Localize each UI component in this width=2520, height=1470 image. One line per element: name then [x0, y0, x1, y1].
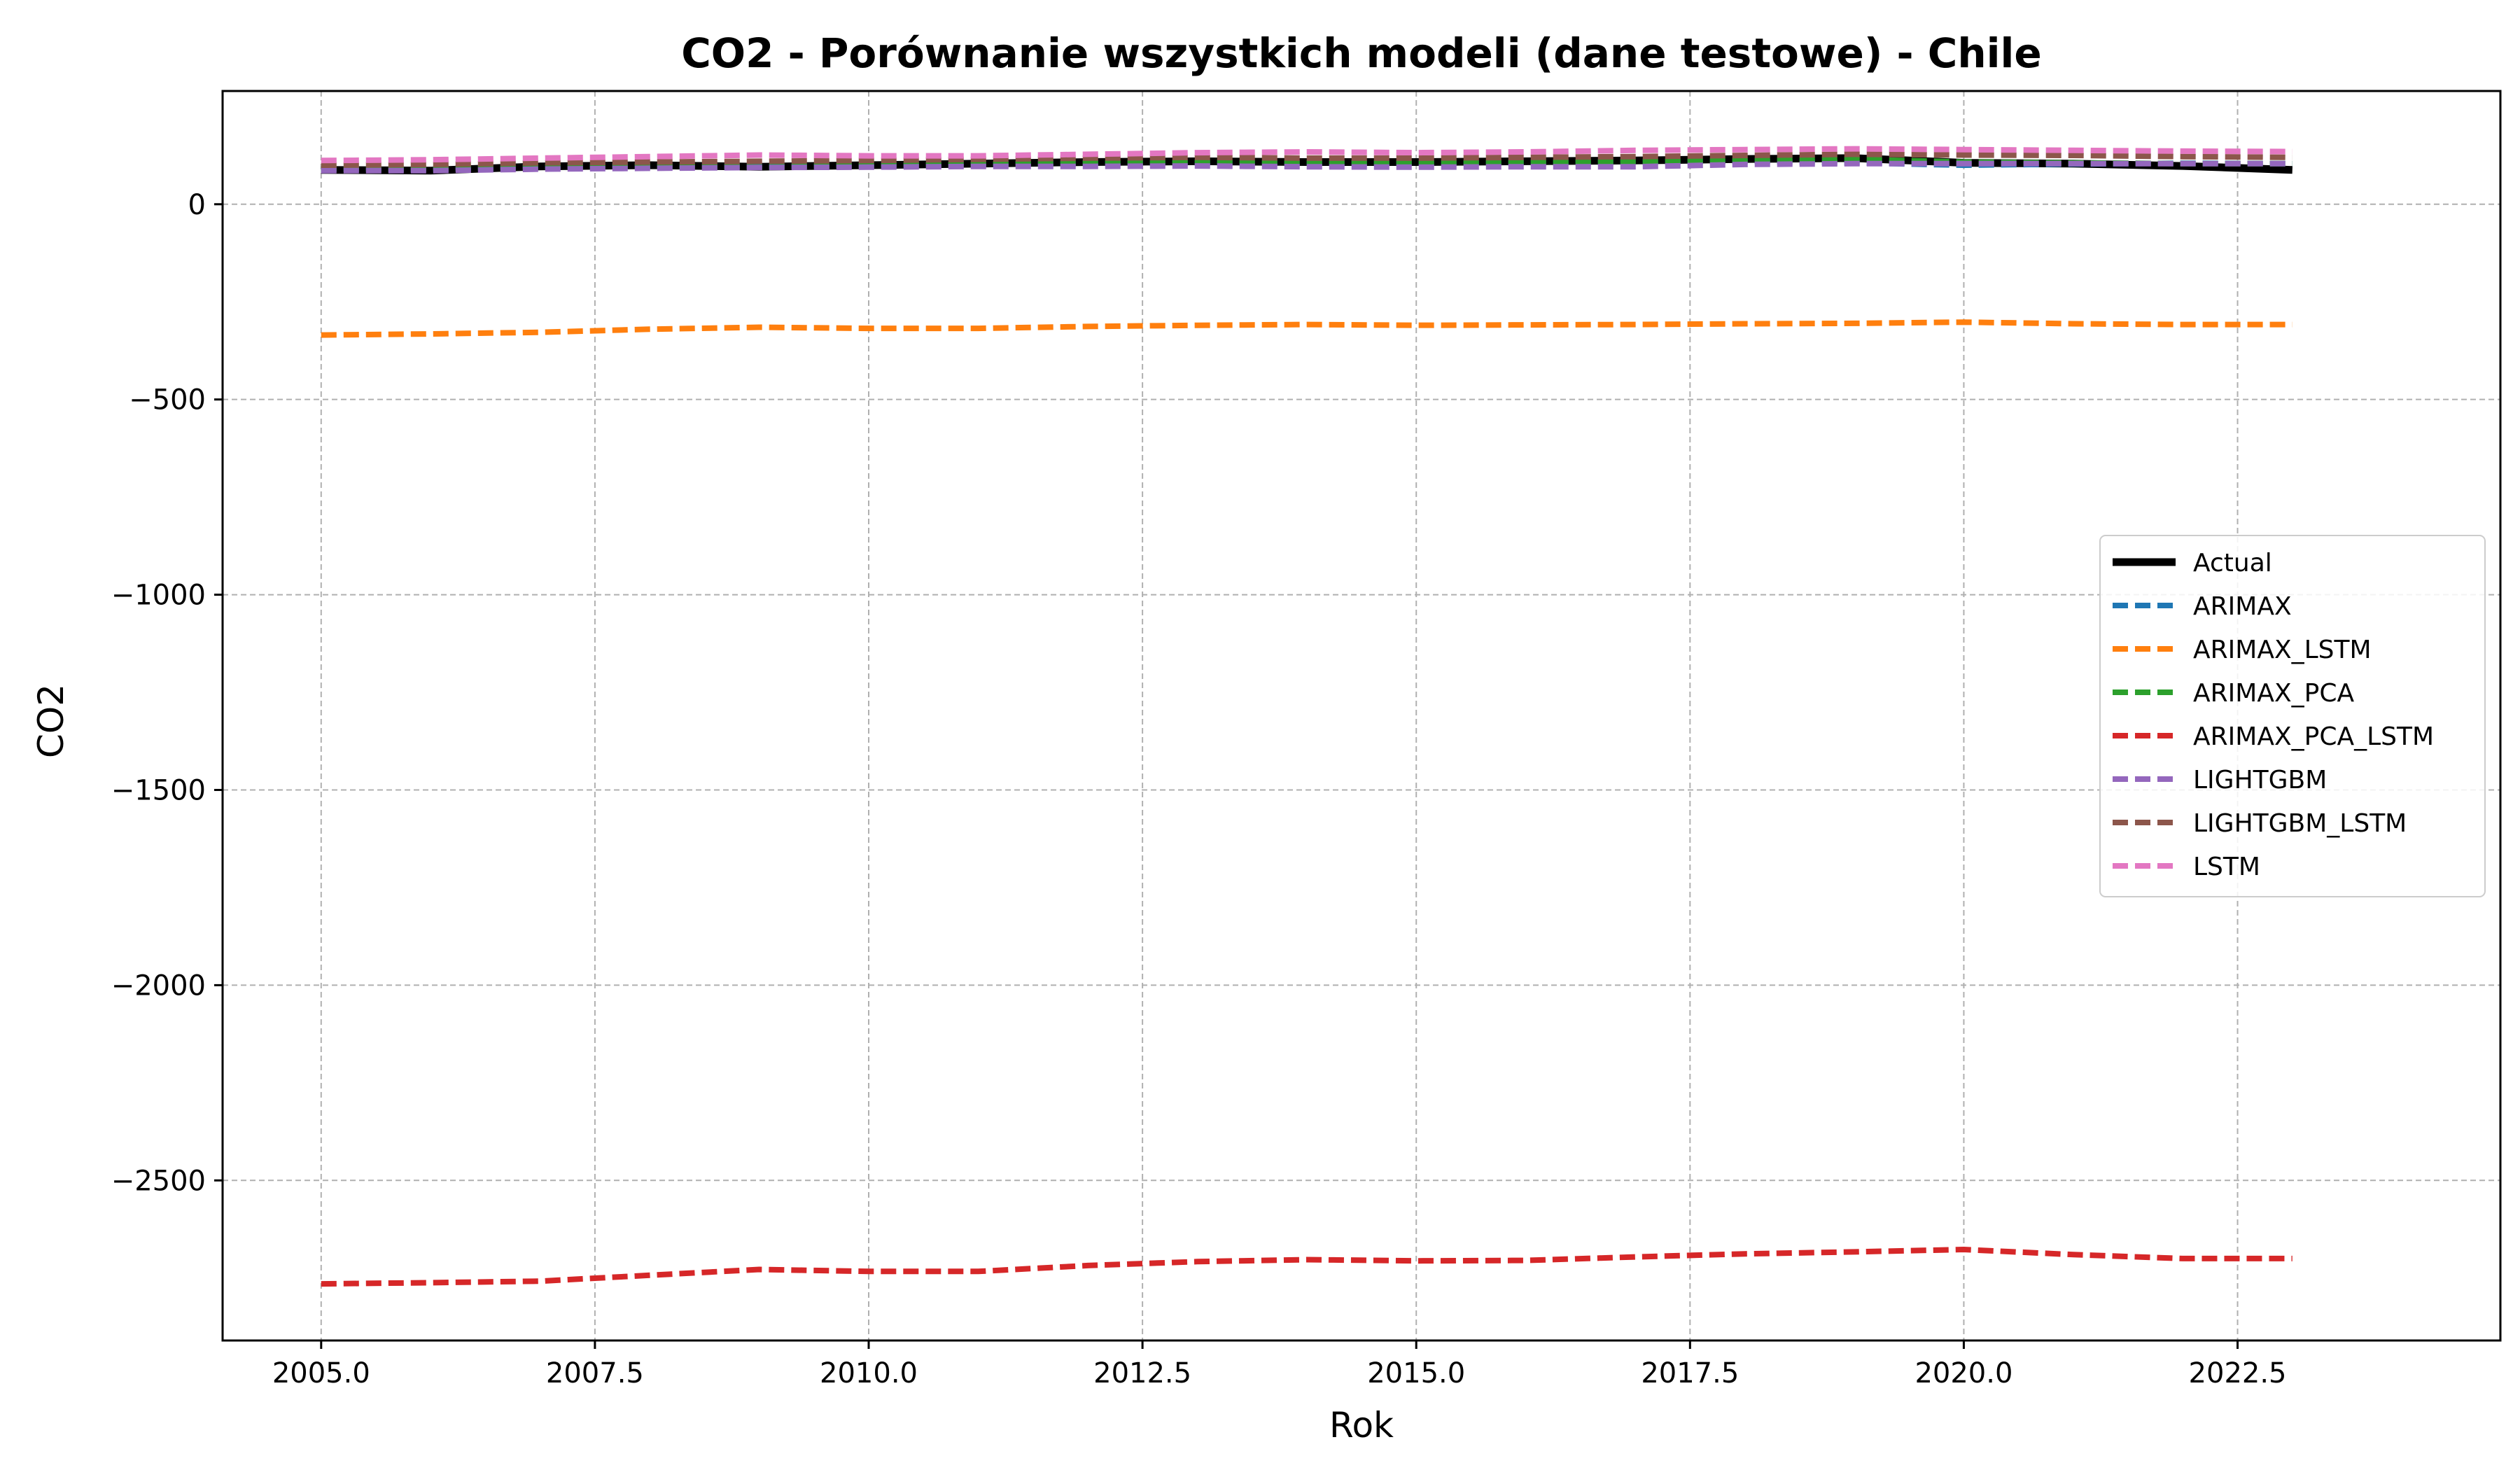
- x-tick-label: 2020.0: [1914, 1357, 2012, 1390]
- legend-label-arimax-pca-lstm: ARIMAX_PCA_LSTM: [2193, 722, 2434, 751]
- tick-layer: 2005.0 2007.5 2010.0 2012.5 2015.0 2017.5 2020…: [111, 189, 2287, 1390]
- x-tick-label: 2012.5: [1093, 1357, 1191, 1390]
- chart-title: CO2 - Porównanie wszystkich modeli (dane…: [681, 29, 2042, 77]
- legend-label-lightgbm: LIGHTGBM: [2193, 766, 2327, 794]
- x-tick-label: 2015.0: [1367, 1357, 1465, 1390]
- y-tick-label: −2000: [111, 969, 206, 1002]
- legend: Actual ARIMAX ARIMAX_LSTM ARIMAX_PCA ARIMAX_…: [2099, 535, 2486, 897]
- y-tick-label: −1500: [111, 774, 206, 806]
- y-tick-label: 0: [188, 189, 206, 221]
- y-axis-label: CO2: [31, 684, 71, 758]
- x-tick-label: 2017.5: [1641, 1357, 1739, 1390]
- series-layer: [321, 146, 2292, 1287]
- legend-label-arimax-pca: ARIMAX_PCA: [2193, 679, 2354, 708]
- plot-frame: [221, 90, 2502, 1342]
- series-line-arimax-pca-lstm: [321, 1247, 2292, 1287]
- x-tick-label: 2005.0: [272, 1357, 370, 1390]
- y-tick-label: −500: [129, 384, 206, 416]
- x-tick-label: 2007.5: [546, 1357, 644, 1390]
- legend-label-lstm: LSTM: [2193, 853, 2260, 881]
- x-axis-label: Rok: [1329, 1405, 1394, 1446]
- x-tick-label: 2022.5: [2189, 1357, 2287, 1390]
- legend-label-lightgbm-lstm: LIGHTGBM_LSTM: [2193, 809, 2407, 838]
- x-tick-label: 2010.0: [820, 1357, 918, 1390]
- legend-label-arimax: ARIMAX: [2193, 592, 2292, 621]
- series-line-lightgbm: [321, 160, 2292, 174]
- y-tick-label: −1000: [111, 580, 206, 612]
- legend-label-arimax-lstm: ARIMAX_LSTM: [2193, 636, 2372, 664]
- series-line-arimax-lstm: [321, 319, 2292, 338]
- series-line-lightgbm-lstm: [321, 151, 2292, 168]
- series-line-lstm: [321, 146, 2292, 164]
- legend-box: [2099, 535, 2486, 897]
- grid-layer: [223, 91, 2500, 1340]
- legend-label-actual: Actual: [2193, 549, 2272, 578]
- y-tick-label: −2500: [111, 1165, 206, 1197]
